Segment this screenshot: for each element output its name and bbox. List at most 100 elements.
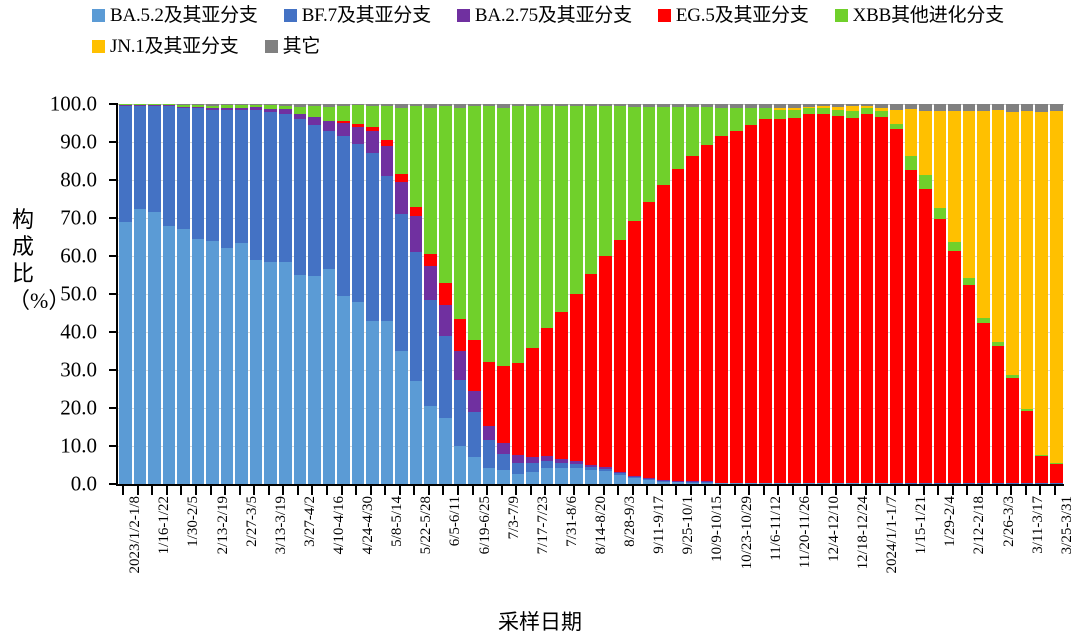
bar-column[interactable] <box>933 104 948 484</box>
bar-column[interactable] <box>991 104 1006 484</box>
bar-segment <box>788 110 801 118</box>
bar-segment <box>613 473 627 475</box>
x-tick-mark <box>311 486 314 495</box>
legend-item[interactable]: BA.2.75及其亚分支 <box>456 4 632 26</box>
bar-column[interactable] <box>351 104 366 484</box>
bar-segment <box>584 104 598 106</box>
bar-column[interactable] <box>918 104 933 484</box>
bar-column[interactable] <box>307 104 322 484</box>
bar-column[interactable] <box>642 104 657 484</box>
bar-segment <box>569 294 583 462</box>
bar-segment <box>279 261 292 484</box>
legend-item[interactable]: EG.5及其亚分支 <box>657 4 809 26</box>
bar-column[interactable] <box>147 104 162 484</box>
bar-column[interactable] <box>729 104 744 484</box>
bar-segment <box>671 106 685 170</box>
bar-column[interactable] <box>627 104 642 484</box>
bar-segment <box>933 219 947 483</box>
bar-column[interactable] <box>700 104 715 484</box>
x-tick-label: 9/11-9/17 <box>651 496 668 554</box>
bar-segment <box>526 105 539 349</box>
legend-item[interactable]: XBB其他进化分支 <box>834 4 1004 26</box>
bar-column[interactable] <box>744 104 759 484</box>
bar-column[interactable] <box>118 104 133 484</box>
bar-segment <box>860 113 874 483</box>
bar-column[interactable] <box>656 104 671 484</box>
bar-column[interactable] <box>220 104 235 484</box>
bar-column[interactable] <box>205 104 220 484</box>
bar-column[interactable] <box>365 104 380 484</box>
bar-column[interactable] <box>423 104 438 484</box>
bar-segment <box>628 104 641 107</box>
bar-column[interactable] <box>278 104 293 484</box>
bar-segment <box>991 104 1005 111</box>
bar-column[interactable] <box>525 104 540 484</box>
bar-column[interactable] <box>816 104 831 484</box>
bar-column[interactable] <box>467 104 482 484</box>
bar-column[interactable] <box>860 104 875 484</box>
bar-column[interactable] <box>874 104 889 484</box>
bar-column[interactable] <box>584 104 599 484</box>
bar-column[interactable] <box>889 104 904 484</box>
bar-column[interactable] <box>685 104 700 484</box>
legend-item[interactable]: 其它 <box>264 35 320 57</box>
bar-column[interactable] <box>613 104 628 484</box>
bar-column[interactable] <box>831 104 846 484</box>
bar-column[interactable] <box>554 104 569 484</box>
x-tick-mark <box>966 486 969 495</box>
bar-column[interactable] <box>976 104 991 484</box>
bar-column[interactable] <box>1034 104 1049 484</box>
x-tick-mark <box>1053 486 1056 495</box>
bar-column[interactable] <box>482 104 497 484</box>
bar-column[interactable] <box>962 104 977 484</box>
bar-column[interactable] <box>322 104 337 484</box>
bar-segment <box>380 145 394 177</box>
bar-column[interactable] <box>453 104 468 484</box>
bar-column[interactable] <box>569 104 584 484</box>
bar-column[interactable] <box>845 104 860 484</box>
bar-column[interactable] <box>671 104 686 484</box>
x-tick-mark <box>922 486 925 495</box>
bar-column[interactable] <box>409 104 424 484</box>
legend-item[interactable]: JN.1及其亚分支 <box>92 35 239 57</box>
legend-item[interactable]: BF.7及其亚分支 <box>283 4 431 26</box>
bar-column[interactable] <box>263 104 278 484</box>
bar-segment <box>773 483 787 484</box>
bar-column[interactable] <box>511 104 526 484</box>
bar-column[interactable] <box>380 104 395 484</box>
bar-segment <box>919 110 932 176</box>
bar-column[interactable] <box>176 104 191 484</box>
bar-column[interactable] <box>162 104 177 484</box>
bar-segment <box>308 125 321 276</box>
bar-column[interactable] <box>1005 104 1020 484</box>
bar-column[interactable] <box>191 104 206 484</box>
bar-column[interactable] <box>598 104 613 484</box>
bar-column[interactable] <box>1049 104 1064 484</box>
bar-column[interactable] <box>904 104 919 484</box>
bar-column[interactable] <box>293 104 308 484</box>
bar-segment <box>1050 463 1063 464</box>
bar-column[interactable] <box>540 104 555 484</box>
bar-column[interactable] <box>133 104 148 484</box>
bar-column[interactable] <box>947 104 962 484</box>
bar-column[interactable] <box>234 104 249 484</box>
bar-column[interactable] <box>394 104 409 484</box>
bar-column[interactable] <box>249 104 264 484</box>
bar-column[interactable] <box>496 104 511 484</box>
bar-column[interactable] <box>714 104 729 484</box>
bar-segment <box>700 107 714 146</box>
legend-item[interactable]: BA.5.2及其亚分支 <box>92 4 258 26</box>
bar-segment <box>366 153 379 321</box>
bar-segment <box>671 481 685 483</box>
bar-column[interactable] <box>438 104 453 484</box>
bar-column[interactable] <box>336 104 351 484</box>
bar-stack <box>642 104 656 484</box>
bar-column[interactable] <box>758 104 773 484</box>
bar-column[interactable] <box>773 104 788 484</box>
bar-segment <box>1050 111 1063 464</box>
bar-column[interactable] <box>802 104 817 484</box>
bar-column[interactable] <box>1020 104 1035 484</box>
x-tick-mark <box>340 486 343 495</box>
bar-column[interactable] <box>787 104 802 484</box>
x-tick-mark <box>267 486 270 495</box>
